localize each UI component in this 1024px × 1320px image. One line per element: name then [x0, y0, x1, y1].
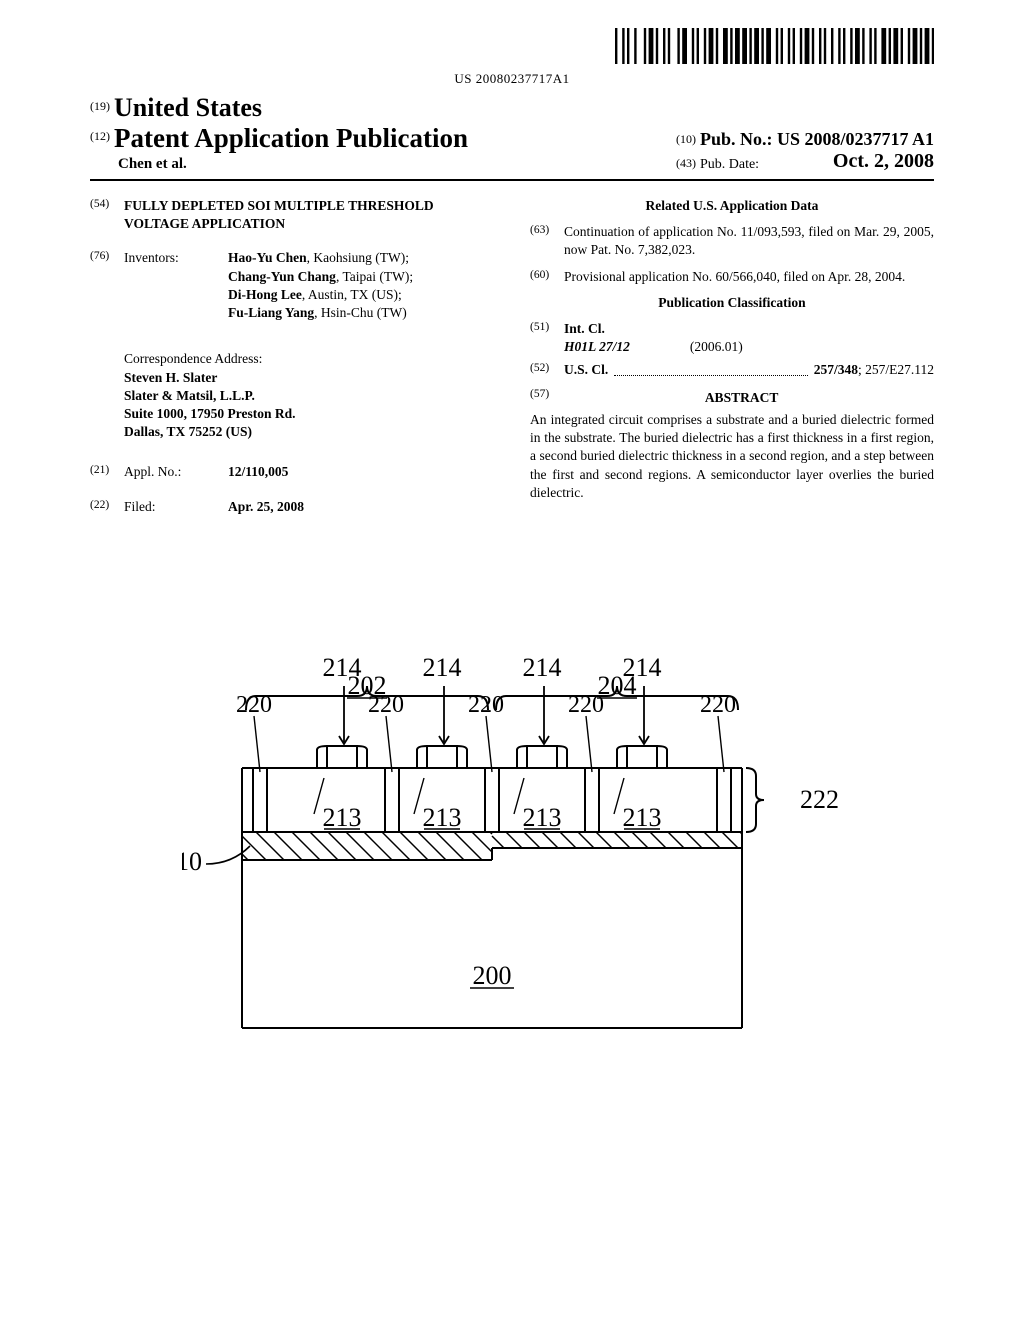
inventor-item: Fu-Liang Yang, Hsin-Chu (TW)	[228, 304, 494, 322]
uscl-row: (52) U.S. Cl. 257/348; 257/E27.112	[530, 361, 934, 379]
country-name: United States	[114, 93, 262, 122]
svg-text:214: 214	[323, 653, 362, 682]
related-item: (63)Continuation of application No. 11/0…	[530, 223, 934, 259]
pub-type-line: (12) Patent Application Publication	[90, 123, 468, 154]
inventor-item: Di-Hong Lee, Austin, TX (US);	[228, 286, 494, 304]
pubno-value: US 2008/0237717 A1	[777, 129, 934, 149]
title-code: (54)	[90, 197, 124, 233]
correspondence-line: Dallas, TX 75252 (US)	[124, 423, 494, 441]
uscl-rest: ; 257/E27.112	[858, 362, 934, 377]
pubdate-value: Oct. 2, 2008	[833, 150, 934, 173]
svg-text:220: 220	[700, 692, 736, 718]
filed-value: Apr. 25, 2008	[228, 499, 304, 514]
barcode-block: US 20080237717A1	[90, 28, 934, 87]
svg-text:222: 222	[800, 785, 839, 814]
intcl-row: (51) Int. Cl. H01L 27/12 (2006.01)	[530, 320, 934, 356]
svg-text:220: 220	[568, 692, 604, 718]
biblio-columns: (54) FULLY DEPLETED SOI MULTIPLE THRESHO…	[90, 197, 934, 532]
inventor-item: Chang-Yun Chang, Taipai (TW);	[228, 268, 494, 286]
correspondence-block: Correspondence Address: Steven H. Slater…	[124, 350, 494, 441]
svg-text:200: 200	[473, 961, 512, 990]
correspondence-line: Steven H. Slater	[124, 369, 494, 387]
barcode-text: US 20080237717A1	[90, 71, 934, 87]
inventors-code: (76)	[90, 249, 124, 322]
pub-type: Patent Application Publication	[114, 123, 468, 153]
svg-text:213: 213	[623, 803, 662, 832]
correspondence-line: Suite 1000, 17950 Preston Rd.	[124, 405, 494, 423]
inventors-list: Hao-Yu Chen, Kaohsiung (TW);Chang-Yun Ch…	[228, 249, 494, 322]
pub-date-line: (43) Pub. Date: Oct. 2, 2008	[676, 150, 934, 173]
right-column: Related U.S. Application Data (63)Contin…	[530, 197, 934, 532]
country-line: (19) United States	[90, 93, 468, 123]
abstract-heading: ABSTRACT	[549, 389, 934, 407]
title-row: (54) FULLY DEPLETED SOI MULTIPLE THRESHO…	[90, 197, 494, 233]
figure-wrap: 2132132132132022042142142142142202202202…	[90, 578, 934, 1058]
correspondence-line: Slater & Matsil, L.L.P.	[124, 387, 494, 405]
pubno-prefix: (10)	[676, 132, 696, 146]
country-prefix: (19)	[90, 99, 110, 113]
svg-text:213: 213	[423, 803, 462, 832]
header: (19) United States (12) Patent Application…	[90, 93, 934, 181]
filed-label: Filed:	[124, 498, 228, 516]
invention-title: FULLY DEPLETED SOI MULTIPLE THRESHOLD VO…	[124, 197, 494, 233]
svg-text:214: 214	[623, 653, 662, 682]
uscl-dots	[614, 375, 807, 376]
intcl-value: H01L 27/12	[564, 338, 630, 356]
filed-code: (22)	[90, 498, 124, 516]
abstract-heading-row: (57) ABSTRACT	[530, 379, 934, 411]
filed-row: (22) Filed: Apr. 25, 2008	[90, 498, 494, 516]
uscl-code: (52)	[530, 361, 564, 379]
svg-text:220: 220	[236, 692, 272, 718]
pubdate-prefix: (43)	[676, 156, 696, 170]
pub-prefix: (12)	[90, 129, 110, 143]
intcl-label: Int. Cl.	[564, 320, 934, 338]
patent-figure: 2132132132132022042142142142142202202202…	[182, 578, 842, 1058]
abstract-code: (57)	[530, 387, 549, 403]
inventors-label: Inventors:	[124, 249, 228, 322]
appl-code: (21)	[90, 463, 124, 481]
barcode	[615, 28, 934, 64]
related-item: (60)Provisional application No. 60/566,0…	[530, 268, 934, 286]
appl-label: Appl. No.:	[124, 463, 228, 481]
svg-text:213: 213	[523, 803, 562, 832]
svg-text:220: 220	[468, 692, 504, 718]
appl-value: 12/110,005	[228, 464, 288, 479]
pubdate-label: Pub. Date:	[700, 157, 759, 172]
svg-text:213: 213	[323, 803, 362, 832]
uscl-bold: 257/348	[814, 362, 858, 377]
svg-text:214: 214	[523, 653, 562, 682]
inventors-row: (76) Inventors: Hao-Yu Chen, Kaohsiung (…	[90, 249, 494, 322]
uscl-label: U.S. Cl.	[564, 361, 608, 379]
left-column: (54) FULLY DEPLETED SOI MULTIPLE THRESHO…	[90, 197, 494, 532]
svg-text:210: 210	[182, 847, 202, 876]
authors: Chen et al.	[90, 156, 468, 173]
intcl-year: (2006.01)	[690, 338, 743, 356]
classification-heading: Publication Classification	[530, 294, 934, 312]
intcl-code: (51)	[530, 320, 564, 356]
inventor-item: Hao-Yu Chen, Kaohsiung (TW);	[228, 249, 494, 267]
appl-no-row: (21) Appl. No.: 12/110,005	[90, 463, 494, 481]
svg-text:220: 220	[368, 692, 404, 718]
pubno-label: Pub. No.:	[700, 129, 773, 149]
correspondence-label: Correspondence Address:	[124, 350, 494, 368]
pub-no-line: (10) Pub. No.: US 2008/0237717 A1	[676, 129, 934, 150]
abstract-text: An integrated circuit comprises a substr…	[530, 411, 934, 502]
svg-text:214: 214	[423, 653, 462, 682]
related-heading: Related U.S. Application Data	[530, 197, 934, 215]
